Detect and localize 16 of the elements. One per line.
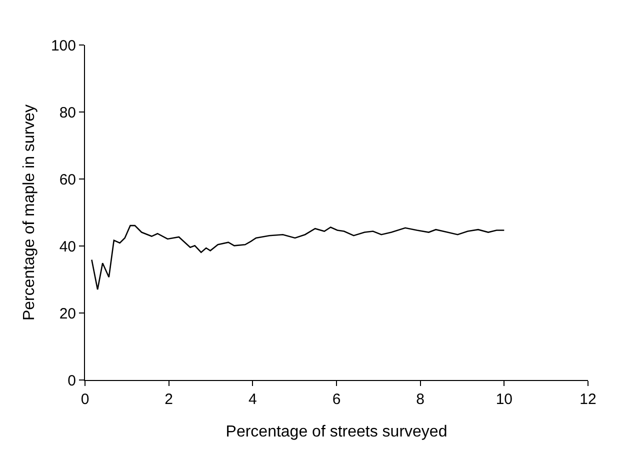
x-tick-label: 0 <box>80 391 90 408</box>
y-tick-label: 20 <box>59 305 76 322</box>
y-axis-title: Percentage of maple in survey <box>20 104 38 321</box>
y-tick-label: 40 <box>59 238 76 256</box>
y-tick-label: 100 <box>50 37 76 54</box>
x-tick-label: 12 <box>580 391 596 408</box>
x-tick-label: 2 <box>164 391 173 408</box>
y-tick-label: 80 <box>59 104 76 122</box>
y-tick-label: 60 <box>59 171 76 188</box>
x-axis-title: Percentage of streets surveyed <box>226 424 448 441</box>
x-tick-label: 8 <box>416 391 424 408</box>
x-tick-label: 4 <box>248 391 257 408</box>
x-tick-label: 10 <box>496 391 513 408</box>
y-tick-label: 0 <box>68 372 76 390</box>
line-series <box>91 224 505 290</box>
x-tick-label: 6 <box>332 391 341 408</box>
